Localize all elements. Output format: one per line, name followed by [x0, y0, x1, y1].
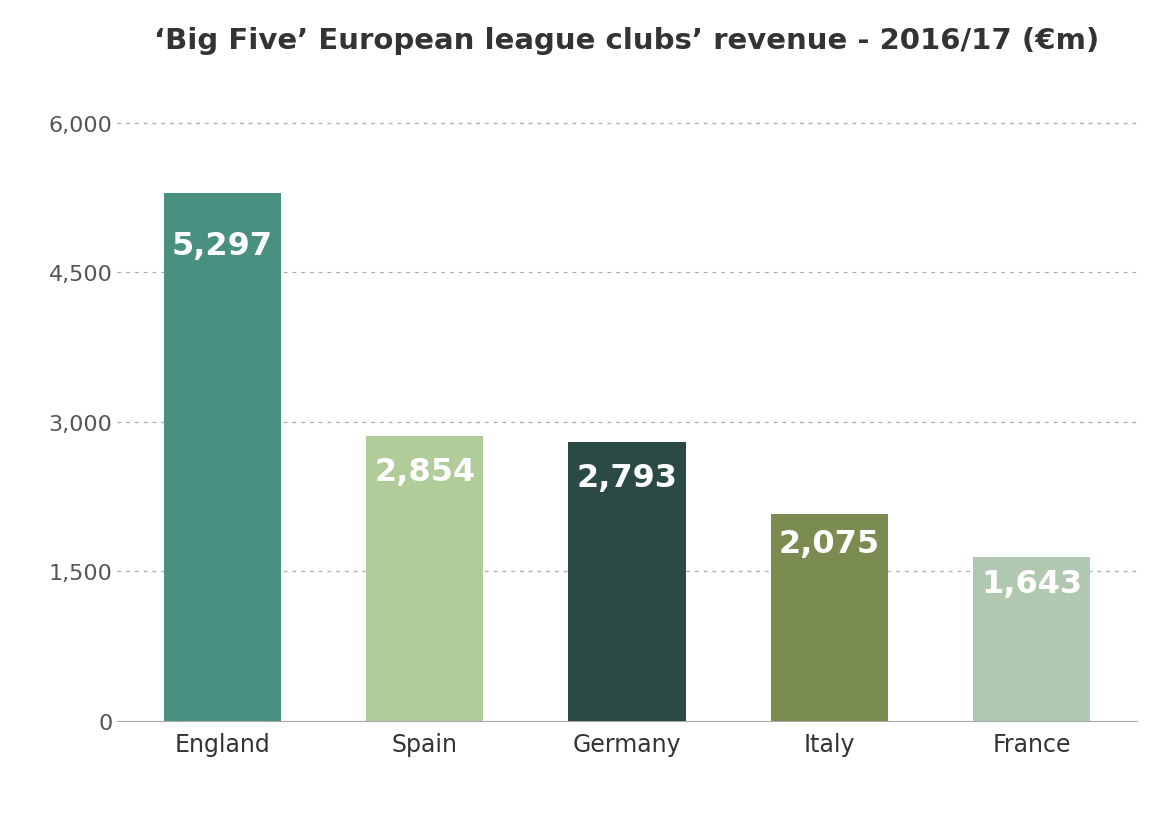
Text: 2,793: 2,793 [577, 462, 677, 493]
Title: ‘Big Five’ European league clubs’ revenue - 2016/17 (€m): ‘Big Five’ European league clubs’ revenu… [155, 27, 1099, 55]
Text: 5,297: 5,297 [172, 230, 273, 261]
Bar [568, 443, 686, 721]
Bar [366, 437, 483, 721]
Bar [164, 193, 281, 721]
Text: 2,854: 2,854 [374, 456, 476, 487]
Text: 2,075: 2,075 [779, 528, 880, 559]
Text: 1,643: 1,643 [981, 568, 1083, 600]
Bar [973, 557, 1090, 721]
Bar [771, 514, 888, 721]
